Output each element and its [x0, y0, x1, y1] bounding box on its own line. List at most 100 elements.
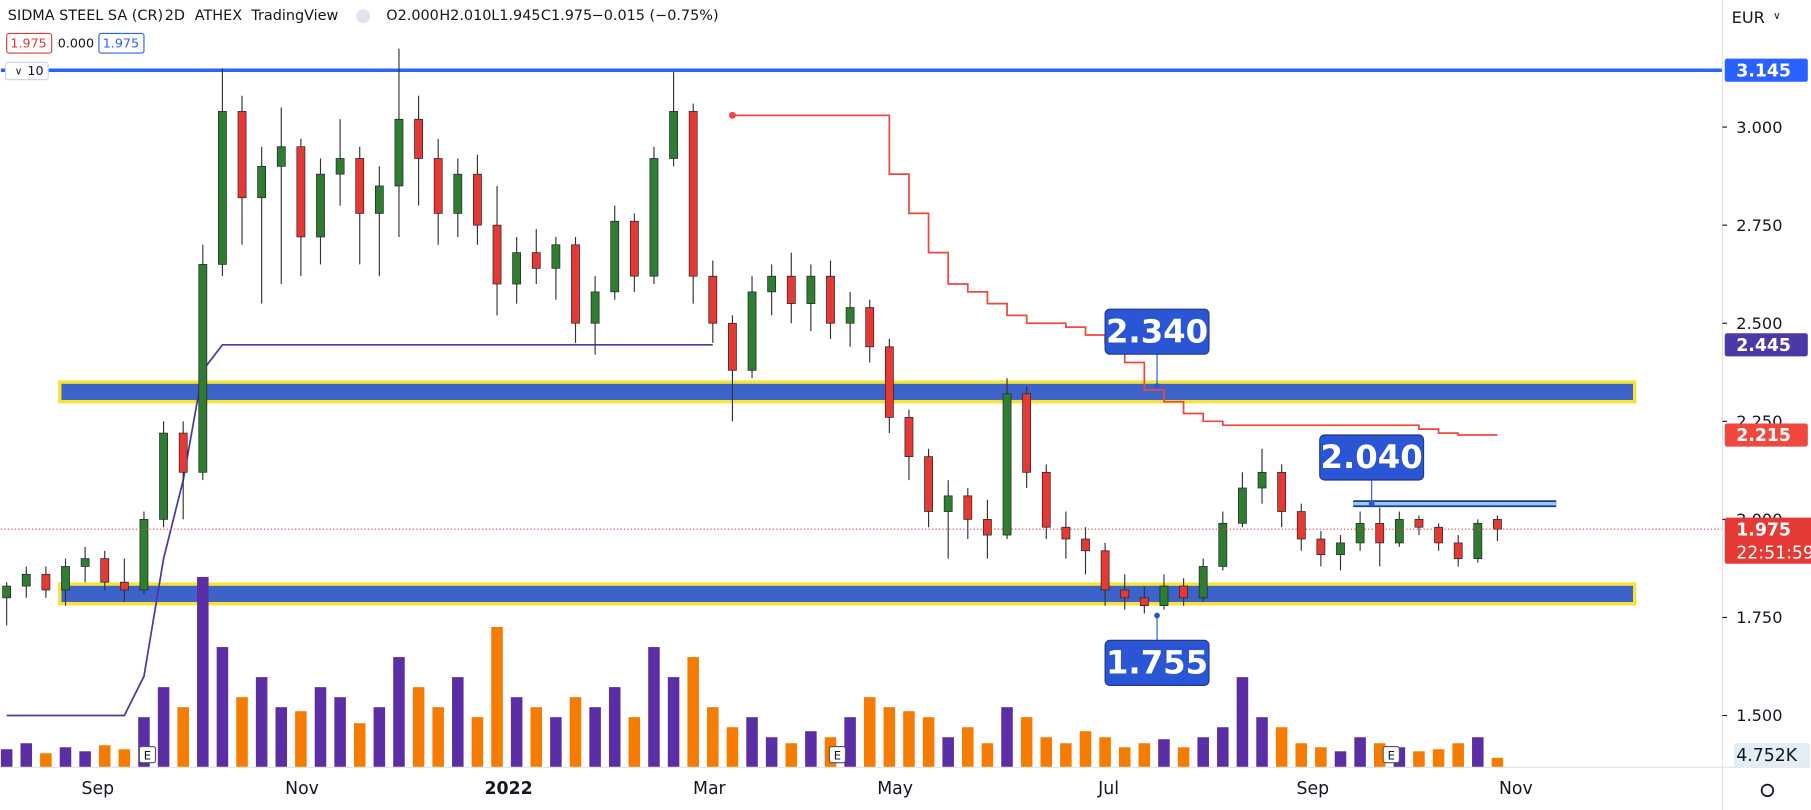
candle-body [806, 275, 816, 304]
volume-bar [1020, 717, 1033, 768]
volume-bar [157, 687, 170, 768]
spread: 0.000 [58, 35, 94, 50]
volume-bar [805, 731, 817, 768]
bid: 1.975 [10, 35, 46, 50]
volume-bar [138, 717, 150, 768]
volume-bar [569, 697, 582, 768]
volume-bar [1099, 737, 1111, 768]
volume-bar [255, 677, 268, 768]
annotation-label: 2.040 [1321, 438, 1423, 476]
volume-bar [59, 747, 72, 768]
volume-bar [922, 717, 935, 768]
ask-box[interactable] [98, 32, 145, 54]
volume-bar [1275, 727, 1288, 768]
price-label: 2.215 [1736, 426, 1791, 446]
candle-body [1394, 519, 1404, 544]
y-tick-label: 2.750 [1736, 216, 1782, 235]
y-tick-label: 2.500 [1736, 314, 1782, 333]
volume-bar [1472, 737, 1484, 768]
ask: 1.975 [103, 35, 139, 50]
candle-body [139, 519, 149, 591]
chevron: ∨ [15, 66, 23, 78]
annotation-box[interactable] [1104, 639, 1210, 686]
settings-button[interactable] [1760, 783, 1775, 798]
x-tick-label: 2022 [484, 779, 532, 799]
candle-body [512, 252, 522, 285]
candle-body [1434, 526, 1443, 544]
volume-bar [687, 657, 699, 768]
candle-body [1081, 538, 1090, 552]
collapse-button[interactable] [356, 9, 371, 24]
legend-open: O2.000 [386, 8, 439, 24]
candle-body [80, 558, 90, 567]
last-price-label: 1.975 [1736, 520, 1791, 540]
candle-body [1375, 522, 1385, 544]
annotation-box[interactable] [1104, 308, 1210, 355]
candle-body [61, 566, 70, 591]
candle-body [355, 158, 365, 214]
annotation-box[interactable] [1319, 434, 1425, 481]
volume-bar [216, 647, 229, 768]
x-tick-label: Mar [693, 779, 727, 799]
candle-body [316, 173, 325, 238]
volume-bar [412, 687, 425, 768]
stop-start-dot [728, 111, 736, 119]
volume-bar [471, 717, 484, 768]
earnings-marker[interactable] [138, 745, 157, 764]
candle-body [943, 495, 953, 512]
header: SIDMA STEEL SA (CR) 2D ATHEX TradingView… [4, 8, 719, 81]
volume-bar [0, 749, 13, 768]
volume-bar [1158, 739, 1170, 768]
volume-bar [295, 711, 307, 768]
candle-body [786, 275, 796, 304]
volume-bar [883, 707, 896, 768]
legend-change: −0.015 (−0.75%) [592, 8, 719, 24]
candle-body [100, 558, 110, 583]
bid-box[interactable] [6, 32, 53, 54]
volume-bar [844, 717, 856, 768]
support-resistance-zone [58, 380, 1637, 404]
volume-bar [1060, 743, 1072, 768]
candle-body [276, 146, 286, 167]
earnings-marker[interactable] [828, 745, 847, 764]
volume-bar [942, 737, 954, 768]
candle-body [1277, 471, 1287, 512]
candle-body [1238, 487, 1247, 524]
candle-body [198, 264, 208, 473]
candle-body [983, 519, 992, 536]
earnings-label: E [144, 748, 151, 762]
candle-body [1257, 471, 1267, 489]
candle-body [1179, 585, 1188, 599]
volume-bar [1295, 743, 1308, 768]
source: TradingView [250, 8, 338, 24]
volume-bar [1413, 751, 1425, 768]
currency-chevron: ∨ [1773, 10, 1781, 22]
volume-bar [1432, 749, 1445, 768]
volume-bar [903, 711, 915, 768]
candle-body [669, 111, 678, 159]
candle-body [21, 573, 31, 587]
candle-body [531, 252, 541, 269]
volume-bar [1354, 737, 1366, 768]
earnings-marker[interactable] [1382, 745, 1400, 764]
candle-body [492, 224, 502, 285]
candle-body [1473, 522, 1483, 559]
volume-bar [1334, 751, 1347, 768]
currency[interactable]: EUR [1732, 8, 1765, 27]
candle-body [178, 432, 188, 473]
volume-bar [1256, 717, 1268, 768]
countdown: 22:51:59 [1736, 543, 1811, 563]
indicator-toggle[interactable] [4, 61, 49, 81]
candle-body [884, 346, 894, 418]
x-tick-label: Sep [82, 779, 115, 799]
volume-bar [628, 717, 641, 768]
indicator-length: 10 [27, 63, 43, 78]
candle-body [1041, 471, 1051, 528]
volume-bar [20, 743, 33, 768]
last-price-box [1724, 517, 1811, 564]
candle-body [845, 307, 855, 324]
volume-bar [1452, 743, 1464, 768]
volume-bar [981, 743, 994, 768]
volume-bar [275, 707, 288, 768]
volume-bar [1138, 743, 1151, 768]
